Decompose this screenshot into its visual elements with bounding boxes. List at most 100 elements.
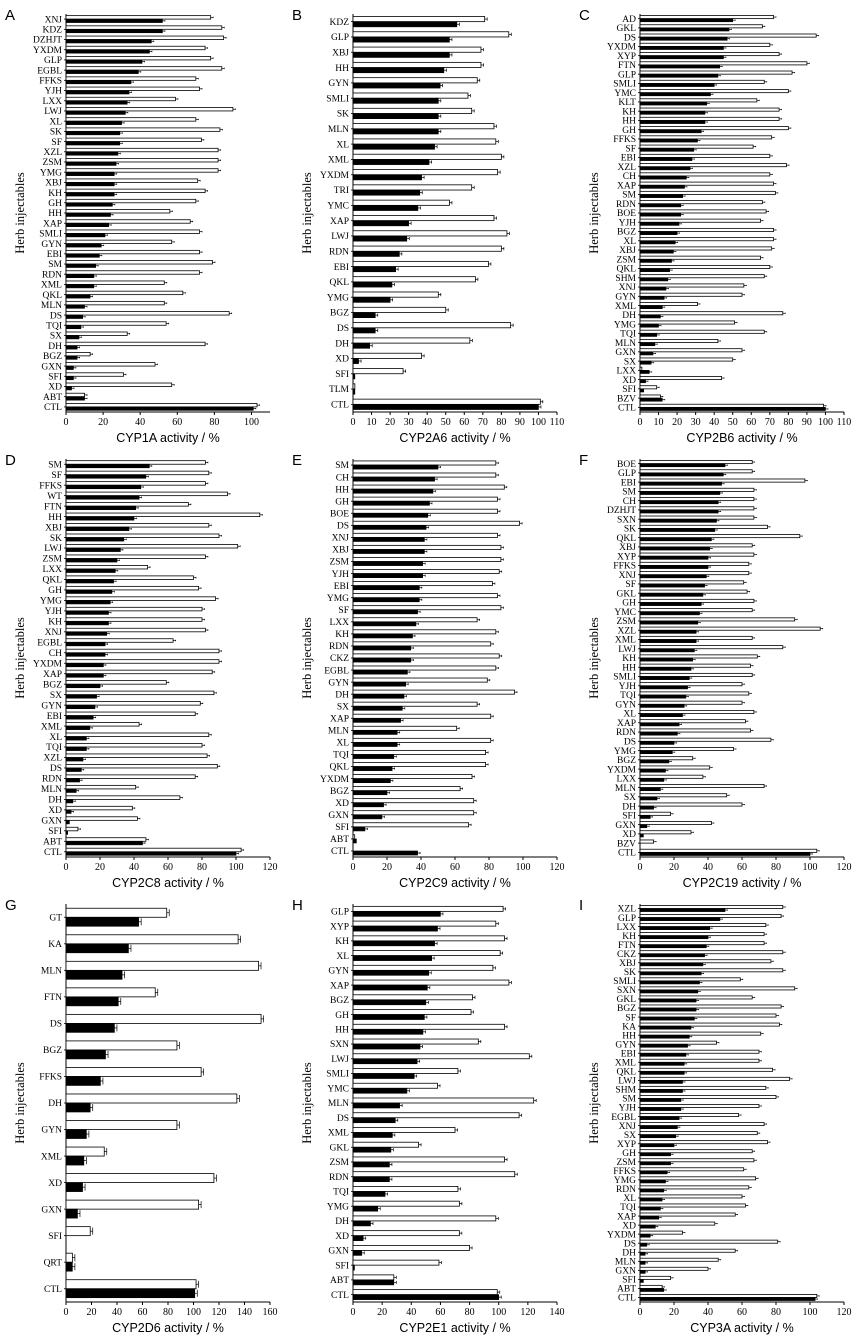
category-label: GLP <box>331 33 349 43</box>
bar-black <box>639 602 702 606</box>
bar-white <box>352 61 482 68</box>
bar-white <box>65 816 138 821</box>
bar-white <box>352 1009 472 1015</box>
bar-black <box>65 767 82 772</box>
bar-black <box>65 579 114 584</box>
bar-white <box>352 701 478 707</box>
category-label: MLN <box>41 301 62 311</box>
bar-white <box>65 280 165 285</box>
bar-black <box>639 629 697 634</box>
bar-white <box>65 25 223 30</box>
bar-white <box>65 127 221 132</box>
bar-white <box>639 42 771 47</box>
category-label: TLM <box>329 385 350 395</box>
bar-white <box>65 1120 178 1130</box>
category-label: SK <box>624 968 636 978</box>
x-tick-label: 140 <box>237 1307 252 1318</box>
bar-white <box>352 786 461 792</box>
x-tick-label: 20 <box>382 862 392 873</box>
bar-black <box>352 1250 363 1256</box>
bar-black <box>639 240 676 245</box>
category-label: YMC <box>614 608 636 618</box>
category-label: SFI <box>48 827 62 837</box>
bar-black <box>65 788 77 793</box>
bar-white <box>352 107 473 114</box>
bar-black <box>65 406 254 411</box>
bar-black <box>352 940 435 947</box>
bar-black <box>352 327 376 334</box>
bar-white <box>65 648 220 654</box>
bar-black <box>352 296 391 303</box>
bar-white <box>639 255 761 260</box>
bar-black <box>639 1125 678 1129</box>
bar-black <box>639 1206 661 1211</box>
category-label: TQI <box>620 691 636 701</box>
bar-white <box>639 811 672 816</box>
category-label: XL <box>336 952 349 962</box>
category-label: XNJ <box>619 1122 637 1132</box>
x-tick-label: 100 <box>491 1307 506 1318</box>
bar-white <box>639 691 750 696</box>
bar-white <box>65 460 206 465</box>
bar-white <box>639 1076 791 1081</box>
category-label: XD <box>622 1221 636 1231</box>
x-tick-label: 120 <box>837 1307 852 1318</box>
bar-black <box>639 1089 683 1093</box>
bar-black <box>65 600 111 605</box>
bar-black <box>639 989 699 994</box>
bar-white <box>352 184 473 191</box>
bar-white <box>65 219 191 224</box>
bar-black <box>639 27 730 32</box>
x-tick-label: 40 <box>135 417 145 428</box>
category-label: BZV <box>617 839 636 849</box>
category-label: SX <box>337 702 349 712</box>
bar-white <box>639 561 750 566</box>
category-label: XML <box>41 722 62 732</box>
bar-black <box>65 386 72 391</box>
bar-white <box>352 689 515 695</box>
category-label: XML <box>615 302 636 312</box>
category-label: GYN <box>41 701 62 711</box>
bar-white <box>352 569 500 574</box>
category-label: HH <box>622 1031 636 1041</box>
bar-black <box>65 345 78 350</box>
bar-white <box>639 700 743 705</box>
category-label: KH <box>622 107 636 117</box>
category-label: SK <box>337 110 349 120</box>
bar-black <box>352 488 434 494</box>
bar-black <box>639 639 697 643</box>
bar-white <box>639 1022 780 1027</box>
category-label: SFI <box>48 1232 62 1242</box>
category-label: SFI <box>335 1261 349 1271</box>
bar-white <box>352 737 492 743</box>
category-label: YJH <box>45 607 63 617</box>
category-label: XD <box>48 1179 62 1189</box>
bar-black <box>352 561 423 566</box>
bar-black <box>65 526 130 531</box>
bar-white <box>639 478 806 483</box>
bar-white <box>639 1185 750 1190</box>
x-tick-label: 100 <box>803 1307 818 1318</box>
bar-black <box>352 537 425 542</box>
bar-white <box>65 554 206 559</box>
x-tick-label: 80 <box>783 417 793 428</box>
bar-black <box>639 824 648 829</box>
x-tick-label: 70 <box>478 417 488 428</box>
category-label: XL <box>623 710 636 720</box>
bar-white <box>639 1257 719 1262</box>
chart-b: B Herb injectables 0 10 20 30 40 50 60 70 80 90 100 1… <box>292 7 564 445</box>
bar-black <box>352 1132 393 1138</box>
category-label: XBJ <box>45 179 62 189</box>
category-label: AD <box>622 15 636 25</box>
x-axis-title-b: CYP2A6 activity / % <box>399 431 510 445</box>
bar-white <box>639 283 745 288</box>
category-label: KH <box>335 630 349 640</box>
bar-white <box>65 722 140 727</box>
bar-white <box>65 107 234 112</box>
bar-black <box>352 1176 390 1183</box>
category-label: EGBL <box>37 66 62 76</box>
bar-white <box>65 392 85 398</box>
category-label: GYN <box>41 1126 62 1136</box>
category-label: MLN <box>41 785 62 795</box>
category-label: TQI <box>620 1203 636 1213</box>
